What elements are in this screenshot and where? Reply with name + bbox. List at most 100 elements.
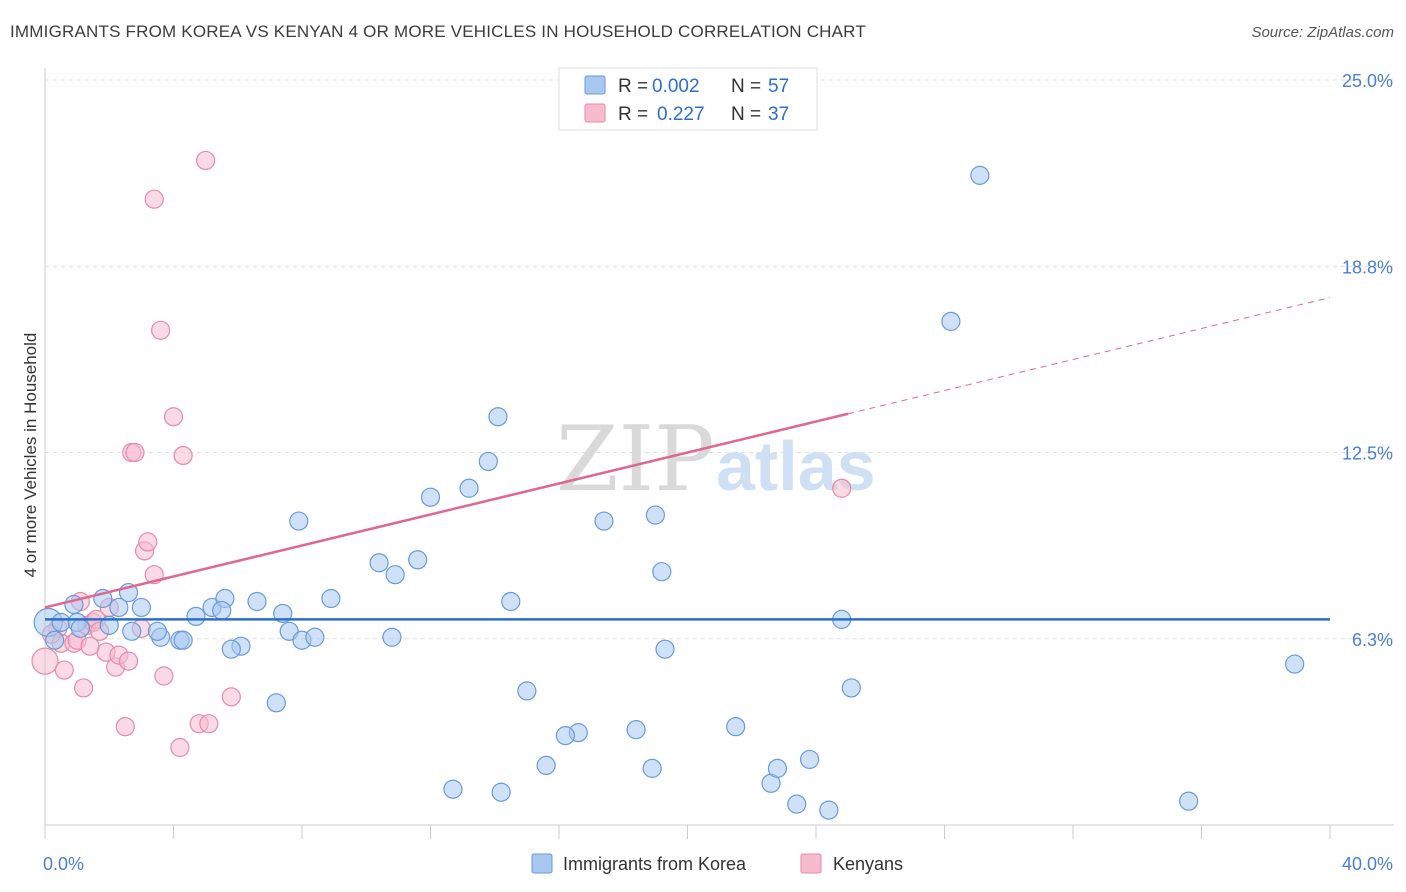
korea-point bbox=[51, 612, 71, 632]
korea-points bbox=[33, 85, 1305, 820]
kenya-point bbox=[163, 407, 184, 427]
legend-korea-n-label: N = bbox=[731, 76, 761, 97]
korea-point bbox=[1179, 791, 1199, 811]
korea-point bbox=[186, 606, 206, 627]
y-tick-labels: 6.3% 12.5% 18.8% 25.0% bbox=[1342, 71, 1393, 650]
trend-lines bbox=[44, 297, 1331, 621]
korea-point bbox=[491, 782, 511, 802]
legend-bottom-korea-swatch bbox=[531, 853, 553, 874]
x-tick-label: 0.0% bbox=[43, 854, 84, 874]
korea-point bbox=[369, 553, 389, 573]
korea-point bbox=[819, 800, 839, 820]
legend-bottom-kenya-swatch bbox=[800, 853, 822, 874]
legend-bottom-korea-label: Immigrants from Korea bbox=[563, 854, 747, 874]
korea-point bbox=[131, 597, 151, 618]
kenya-point bbox=[173, 445, 193, 466]
kenya-point bbox=[115, 717, 135, 737]
legend-kenya-r-label: R = bbox=[618, 104, 648, 125]
kenya-point bbox=[196, 150, 216, 171]
korea-point bbox=[221, 639, 241, 659]
korea-point bbox=[122, 621, 142, 641]
kenya-point bbox=[154, 666, 174, 686]
legend-top: R = 0.002 N = 57 R = 0.227 N = 37 bbox=[558, 67, 818, 131]
y-tick-label: 25.0% bbox=[1342, 71, 1393, 91]
y-tick-label: 6.3% bbox=[1352, 630, 1393, 650]
korea-point bbox=[536, 755, 556, 776]
legend-korea-n-value: 57 bbox=[768, 76, 789, 97]
korea-point bbox=[266, 693, 286, 713]
kenya-point bbox=[80, 636, 100, 656]
kenya-point bbox=[832, 478, 852, 498]
legend-korea-swatch bbox=[584, 75, 606, 95]
korea-point bbox=[478, 451, 498, 472]
chart-title: IMMIGRANTS FROM KOREA VS KENYAN 4 OR MOR… bbox=[10, 22, 866, 41]
korea-point bbox=[488, 407, 508, 427]
korea-point bbox=[109, 597, 129, 618]
korea-point bbox=[799, 749, 820, 770]
kenya-point bbox=[31, 647, 59, 675]
axes bbox=[44, 68, 1394, 839]
korea-point bbox=[841, 678, 861, 698]
kenya-point bbox=[73, 678, 94, 698]
korea-point bbox=[212, 600, 232, 621]
legend-kenya-r-value: 0.227 bbox=[657, 104, 705, 125]
kenya-point bbox=[221, 687, 241, 707]
kenya-point bbox=[125, 442, 145, 463]
korea-point bbox=[626, 720, 646, 740]
kenya-point bbox=[118, 651, 139, 671]
legend-korea-r-label: R = bbox=[618, 76, 648, 97]
korea-point bbox=[443, 779, 463, 799]
korea-point bbox=[1285, 654, 1305, 674]
korea-point bbox=[517, 681, 537, 701]
korea-point bbox=[501, 591, 521, 612]
korea-point bbox=[652, 562, 672, 582]
watermark: ZIP atlas bbox=[556, 407, 876, 512]
korea-point bbox=[173, 630, 193, 650]
y-tick-label: 12.5% bbox=[1342, 444, 1393, 464]
korea-point bbox=[45, 630, 65, 650]
legend-korea-r-value: 0.002 bbox=[652, 76, 700, 97]
korea-point bbox=[459, 478, 479, 498]
y-axis-label: 4 or more Vehicles in Household bbox=[21, 333, 40, 578]
korea-point bbox=[970, 165, 990, 185]
source-label: Source: ZipAtlas.com bbox=[1251, 24, 1394, 41]
korea-point bbox=[726, 717, 746, 737]
korea-point bbox=[273, 603, 293, 624]
kenya-trend-extension bbox=[848, 297, 1331, 415]
kenya-trend-line bbox=[44, 412, 849, 609]
korea-point bbox=[321, 588, 341, 609]
kenya-point bbox=[151, 320, 171, 340]
legend-kenya-swatch bbox=[584, 103, 606, 123]
korea-point bbox=[594, 511, 614, 531]
korea-point bbox=[305, 627, 325, 647]
y-tick-label: 18.8% bbox=[1342, 257, 1393, 277]
korea-point bbox=[70, 618, 90, 638]
korea-point bbox=[99, 615, 119, 635]
watermark-zip: ZIP bbox=[556, 407, 715, 512]
korea-point bbox=[645, 505, 665, 525]
korea-point bbox=[767, 758, 788, 778]
x-tick-labels: 0.0% 40.0% bbox=[43, 854, 1393, 874]
kenya-point bbox=[144, 189, 164, 209]
korea-point bbox=[420, 487, 441, 507]
legend-kenya-n-value: 37 bbox=[768, 104, 789, 125]
korea-point bbox=[147, 621, 168, 641]
legend-kenya-n-label: N = bbox=[731, 104, 761, 125]
legend-bottom-kenya-label: Kenyans bbox=[833, 854, 903, 874]
korea-point bbox=[382, 627, 402, 647]
korea-point bbox=[655, 639, 675, 659]
kenya-point bbox=[199, 714, 219, 734]
grid-lines bbox=[45, 79, 1394, 640]
korea-point bbox=[787, 794, 807, 814]
korea-point bbox=[941, 311, 961, 331]
korea-point bbox=[247, 591, 267, 612]
korea-point bbox=[385, 565, 405, 585]
kenya-point bbox=[138, 532, 158, 552]
kenya-point bbox=[54, 660, 74, 680]
korea-point bbox=[642, 758, 662, 778]
kenya-point bbox=[170, 737, 190, 758]
x-tick-label: 40.0% bbox=[1342, 854, 1393, 874]
legend-bottom: Immigrants from Korea Kenyans bbox=[531, 853, 903, 874]
korea-point bbox=[555, 725, 576, 746]
